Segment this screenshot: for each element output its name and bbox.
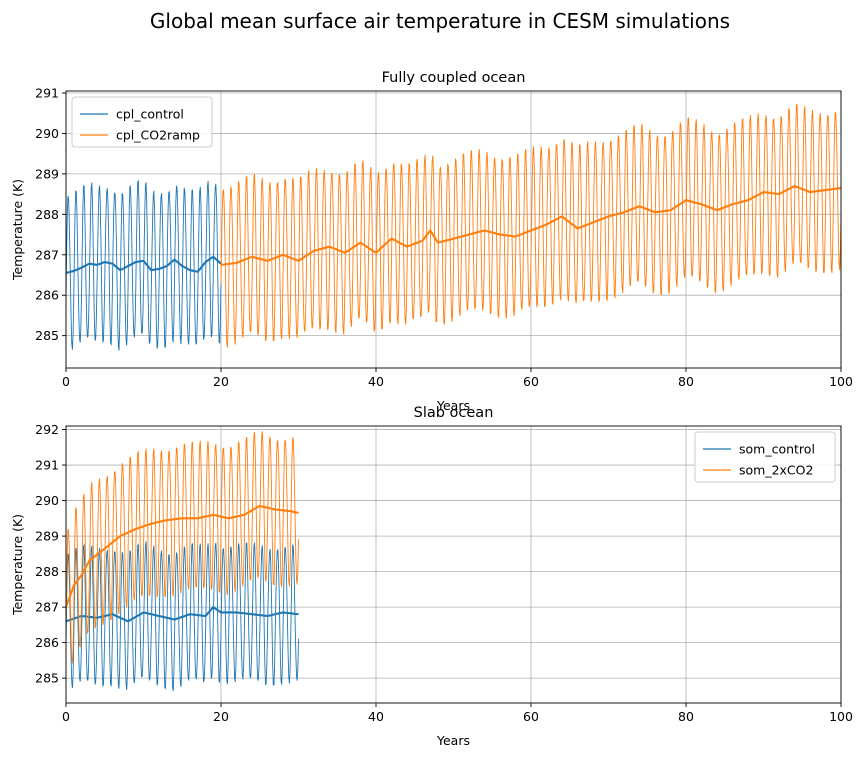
y-tick-label: 292 — [35, 422, 59, 437]
y-tick-label: 291 — [35, 458, 59, 473]
axes-frame — [65, 425, 842, 704]
y-tick-label: 286 — [35, 635, 59, 650]
y-tick-label: 286 — [35, 288, 59, 303]
x-tick-label: 20 — [213, 709, 229, 724]
som_control-annual-mean-line — [66, 605, 299, 623]
y-tick-label: 291 — [35, 86, 59, 101]
plot-area — [66, 431, 299, 692]
x-axis-label: Years — [436, 398, 470, 413]
y-tick-label: 288 — [35, 564, 59, 579]
cpl_CO2ramp-monthly-line — [220, 104, 841, 348]
axes-frame — [65, 90, 842, 369]
x-tick-label: 100 — [829, 374, 853, 389]
x-tick-label: 40 — [368, 709, 384, 724]
x-tick-label: 40 — [368, 374, 384, 389]
x-tick-label: 0 — [62, 709, 70, 724]
x-tick-label: 80 — [678, 374, 694, 389]
legend-label-cpl_control: cpl_control — [116, 107, 184, 122]
legend-label-som_2xCO2: som_2xCO2 — [739, 463, 813, 478]
legend: cpl_control cpl_CO2ramp — [71, 96, 213, 148]
y-tick-label: 285 — [35, 328, 59, 343]
x-tick-label: 0 — [62, 374, 70, 389]
som_2xCO2-annual-mean-line — [66, 504, 299, 608]
x-tick-label: 100 — [829, 709, 853, 724]
y-tick-label: 288 — [35, 207, 59, 222]
x-axis-label: Years — [436, 733, 470, 748]
som_2xCO2-monthly-line — [66, 431, 299, 664]
x-tick-label: 60 — [523, 709, 539, 724]
y-axis-label: Temperature (K) — [10, 514, 25, 616]
y-tick-label: 290 — [35, 126, 59, 141]
cpl_control-annual-mean-line — [66, 255, 222, 274]
x-tick-label: 60 — [523, 374, 539, 389]
y-tick-label: 287 — [35, 247, 59, 262]
x-tick-label: 20 — [213, 374, 229, 389]
legend-label-cpl_CO2ramp: cpl_CO2ramp — [116, 128, 200, 143]
som_control-monthly-line — [66, 541, 299, 692]
y-tick-label: 289 — [35, 166, 59, 181]
axes-title: Fully coupled ocean — [382, 70, 526, 86]
y-tick-label: 289 — [35, 529, 59, 544]
y-axis-label: Temperature (K) — [10, 179, 25, 281]
legend: som_control som_2xCO2 — [694, 431, 836, 483]
y-tick-label: 287 — [35, 600, 59, 615]
x-tick-label: 80 — [678, 709, 694, 724]
axes-title: Slab ocean — [414, 405, 494, 421]
plot-area — [66, 104, 841, 351]
y-tick-label: 285 — [35, 671, 59, 686]
cpl_CO2ramp-annual-mean-line — [220, 184, 841, 266]
y-tick-label: 290 — [35, 493, 59, 508]
bottom-axes-slab-ocean: 0 20 40 60 80 100 285 286 287 288 289 290 291 292 Slab… — [10, 405, 853, 748]
legend-label-som_control: som_control — [739, 442, 815, 457]
top-axes-fully-coupled: 0 20 40 60 80 100 285 286 287 288 289 290 291 Fully c… — [10, 70, 853, 413]
figure-title: Global mean surface air temperature in C… — [150, 9, 730, 33]
cpl_control-monthly-line — [66, 179, 222, 351]
